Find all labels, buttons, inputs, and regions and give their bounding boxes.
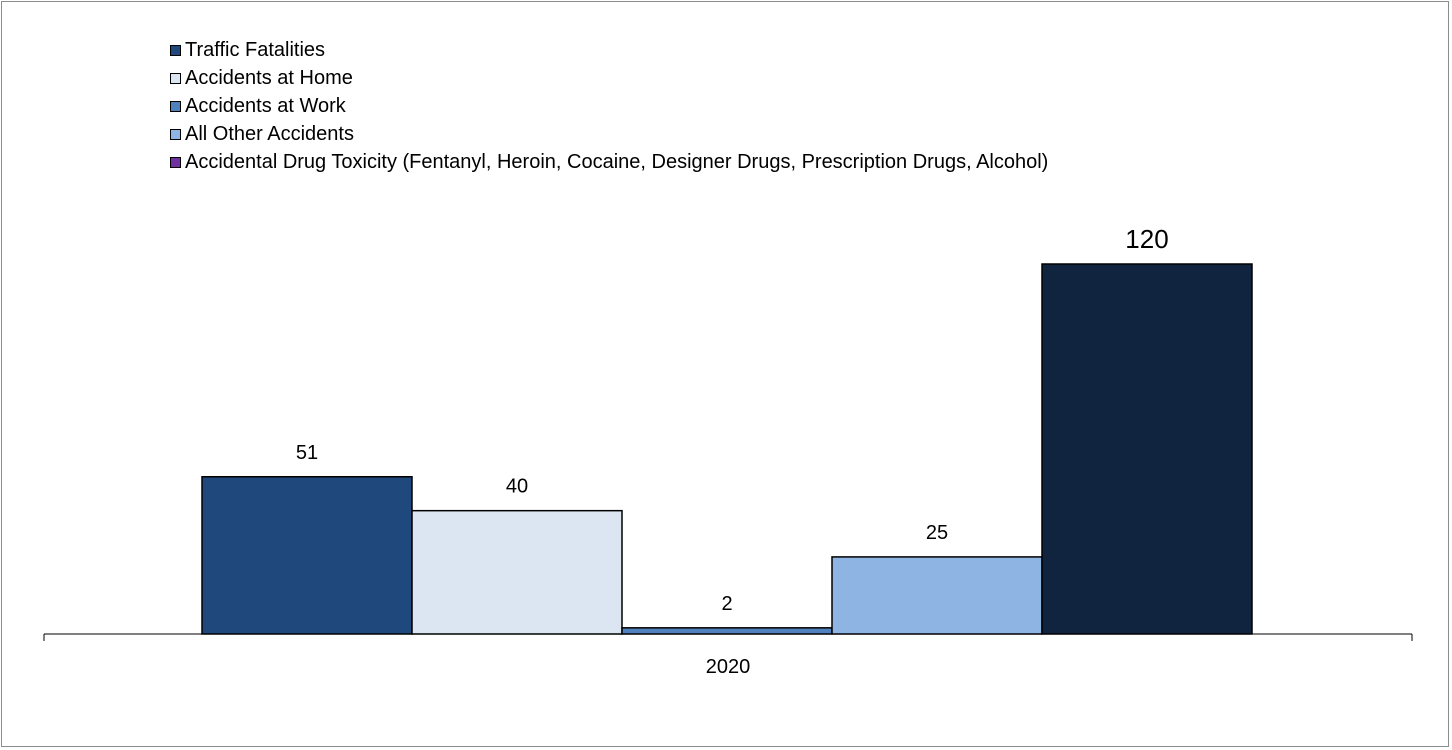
legend-label: Accidents at Home: [185, 66, 353, 89]
legend-swatch: [170, 100, 181, 112]
bar-value-label: 51: [296, 442, 318, 464]
bar: [201, 476, 413, 635]
bar: [1041, 263, 1253, 635]
legend-item: Accidental Drug Toxicity (Fentanyl, Hero…: [170, 148, 1048, 176]
legend-item: All Other Accidents: [170, 120, 1048, 148]
legend-label: Traffic Fatalities: [185, 38, 326, 61]
legend-item: Accidents at Work: [170, 92, 1048, 120]
legend-swatch: [170, 72, 181, 84]
bar-value-label: 25: [926, 522, 948, 544]
legend-swatch: [170, 128, 181, 140]
legend-item: Accidents at Home: [170, 64, 1048, 92]
legend-item: Traffic Fatalities: [170, 36, 1048, 64]
bar: [621, 627, 833, 635]
bar: [411, 509, 623, 635]
x-tick-label: 2020: [706, 656, 751, 678]
legend: Traffic Fatalities Accidents at Home Accid…: [170, 36, 1048, 176]
legend-swatch: [170, 156, 181, 168]
legend-label: All Other Accidents: [185, 122, 354, 145]
bar: [831, 556, 1043, 635]
legend-label: Accidents at Work: [185, 94, 346, 117]
bar-value-label: 40: [506, 476, 528, 498]
legend-swatch: [170, 44, 181, 56]
bar-value-label: 120: [1125, 224, 1168, 254]
bar-value-label: 2: [721, 593, 732, 615]
legend-label: Accidental Drug Toxicity (Fentanyl, Hero…: [185, 150, 1049, 173]
